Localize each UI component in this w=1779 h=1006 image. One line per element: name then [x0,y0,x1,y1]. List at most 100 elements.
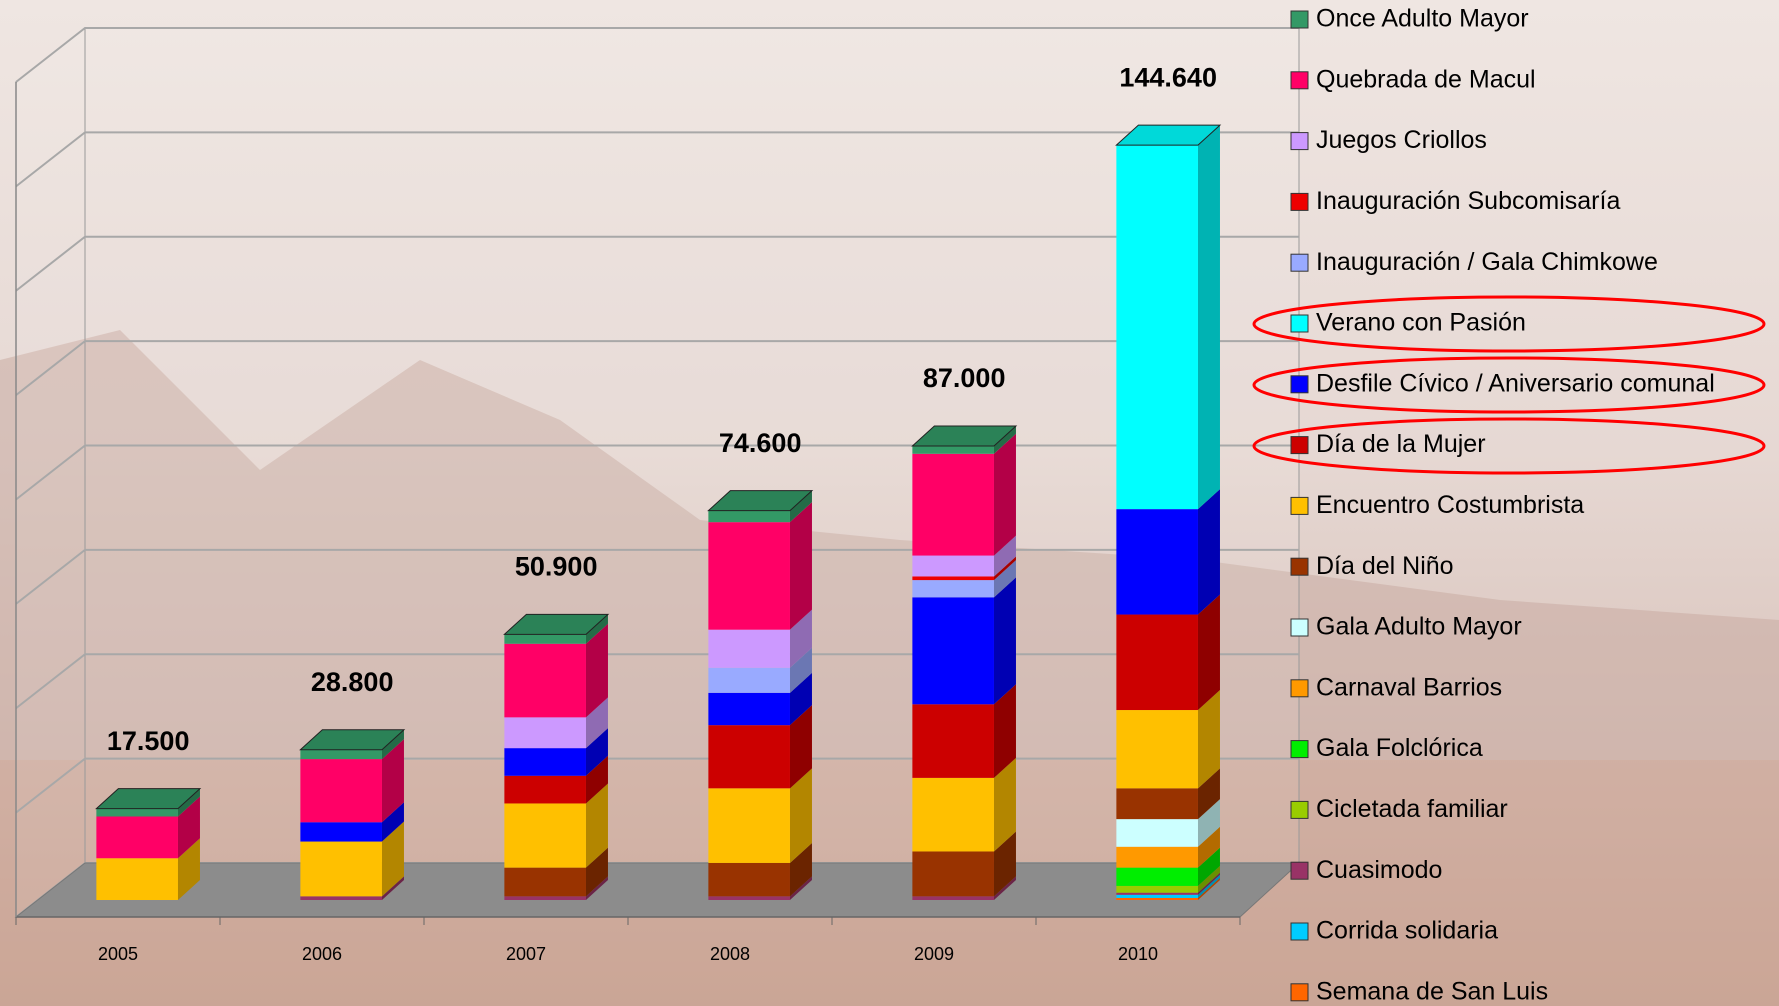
legend-label: Gala Folclórica [1316,734,1483,762]
x-tick-label: 2005 [98,944,138,964]
bar-segment [708,896,790,900]
total-label: 144.640 [1119,62,1217,92]
grid-line [15,653,1299,710]
bar-side [585,847,608,897]
bar-side [789,609,812,668]
bar-segment [504,867,586,897]
plot-area: 17.500 2005 28.800 2006 50.900 2007 74.600 2008… [14,26,1301,964]
bar-side [1197,799,1220,847]
bar-top [911,425,1018,447]
bar-side [789,647,812,693]
bar-side [381,739,404,823]
legend-swatch [1290,679,1309,698]
bar-side [585,697,608,749]
legend-label: Semana de San Luis [1316,977,1548,1005]
bar-segment [912,851,994,897]
bar-segment [1116,885,1198,893]
bar-side [177,788,200,817]
grid-line [15,340,1299,396]
bar-segment [1116,614,1198,711]
bar-side [1197,125,1220,510]
bar-side [993,425,1016,454]
bar-segment [708,667,790,693]
bar-segment [708,692,790,726]
bar-top [299,729,406,751]
bar-segment [1116,710,1198,789]
bar-segment [504,717,586,749]
bar-side [993,560,1016,598]
grid-line [15,131,1299,188]
bar-segment [1116,892,1198,895]
bar-segment [300,822,382,842]
bar-segment [912,453,994,556]
bar-side [585,728,608,776]
highlight-ellipse [1252,356,1766,414]
bar-side [993,535,1016,577]
bar-segment [1116,819,1198,847]
bar-segment [912,576,994,581]
legend-label: Cicletada familiar [1316,795,1508,823]
bar-segment [708,862,790,897]
bar-side [1197,768,1220,820]
legend-label: Desfile Cívico / Aniversario comunal [1316,369,1715,397]
bar-side [381,729,404,760]
bar-segment [1116,145,1198,510]
bar-side [789,768,812,863]
legend-swatch [1290,496,1309,515]
x-tick-label: 2006 [302,944,342,964]
bar-segment [1116,846,1198,868]
bar-side [177,796,200,859]
bar-side [993,577,1016,705]
bar-segment [1116,897,1198,900]
legend-label: Corrida solidaria [1316,917,1498,945]
legend-swatch [1290,132,1309,151]
bar-segment [96,808,178,817]
bar-side [585,783,608,868]
bar-side [993,757,1016,852]
bar-segment [300,759,382,823]
legend-swatch [1290,71,1309,90]
bar-side [1197,874,1220,898]
bar-side [381,876,404,900]
legend-label: Encuentro Costumbrista [1316,491,1584,519]
bar-side [381,821,404,897]
legend: Once Adulto Mayor Quebrada de Macul Juegos… [1290,5,1715,1005]
legend-label: Verano con Pasión [1316,309,1526,337]
grid-line [15,235,1299,292]
bar-side [789,502,812,630]
bar-segment [708,788,790,863]
bar-side [585,755,608,804]
legend-label: Cuasimodo [1316,856,1442,884]
legend-label: Inauguración / Gala Chimkowe [1316,248,1658,276]
bar-segment [300,896,382,900]
bar-segment [504,634,586,644]
highlight-ellipse [1252,295,1766,353]
legend-swatch [1290,983,1309,1002]
bar-side [1197,865,1220,893]
bar-side [789,490,812,523]
bar-side [789,842,812,897]
legend-label: Inauguración Subcomisaría [1316,187,1620,215]
total-label: 17.500 [107,726,190,756]
floor [14,862,1301,918]
bar-side [1197,847,1220,886]
legend-label: Once Adulto Mayor [1316,5,1529,33]
bar-segment [300,749,382,760]
legend-label: Día de la Mujer [1316,430,1486,458]
bar-side [789,876,812,900]
bar-side [993,433,1016,556]
bar-side [381,802,404,842]
bar-segment [504,775,586,804]
bar-side [1197,594,1220,711]
legend-swatch [1290,800,1309,819]
bar-side [1197,489,1220,615]
bar-segment [96,858,178,900]
bar-side [1197,872,1220,895]
x-tick-label: 2007 [506,944,546,964]
bar-segment [708,510,790,523]
background-mountains [0,330,1779,760]
legend-swatch [1290,314,1309,333]
total-label: 87.000 [923,363,1006,393]
